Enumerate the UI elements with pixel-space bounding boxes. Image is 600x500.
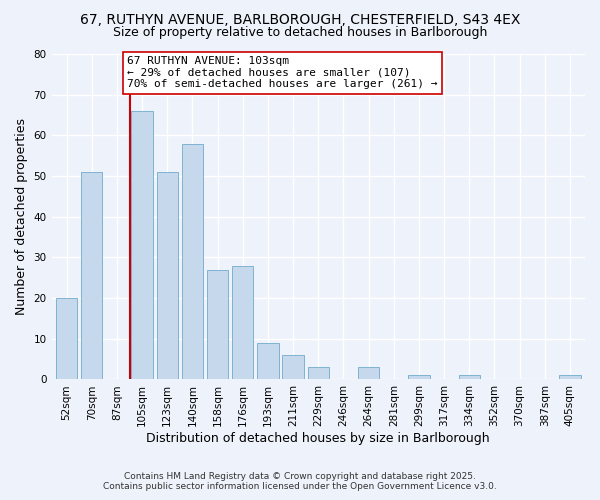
Text: Contains HM Land Registry data © Crown copyright and database right 2025.
Contai: Contains HM Land Registry data © Crown c… xyxy=(103,472,497,491)
Bar xyxy=(559,376,581,380)
Bar xyxy=(182,144,203,380)
X-axis label: Distribution of detached houses by size in Barlborough: Distribution of detached houses by size … xyxy=(146,432,490,445)
Bar xyxy=(232,266,253,380)
Bar xyxy=(308,368,329,380)
Text: Size of property relative to detached houses in Barlborough: Size of property relative to detached ho… xyxy=(113,26,487,39)
Bar xyxy=(283,355,304,380)
Bar xyxy=(131,111,153,380)
Bar xyxy=(408,376,430,380)
Bar xyxy=(56,298,77,380)
Text: 67 RUTHYN AVENUE: 103sqm
← 29% of detached houses are smaller (107)
70% of semi-: 67 RUTHYN AVENUE: 103sqm ← 29% of detach… xyxy=(127,56,437,89)
Bar xyxy=(157,172,178,380)
Bar xyxy=(257,343,278,380)
Bar xyxy=(207,270,229,380)
Y-axis label: Number of detached properties: Number of detached properties xyxy=(15,118,28,315)
Bar xyxy=(458,376,480,380)
Bar xyxy=(358,368,379,380)
Text: 67, RUTHYN AVENUE, BARLBOROUGH, CHESTERFIELD, S43 4EX: 67, RUTHYN AVENUE, BARLBOROUGH, CHESTERF… xyxy=(80,12,520,26)
Bar xyxy=(81,172,103,380)
